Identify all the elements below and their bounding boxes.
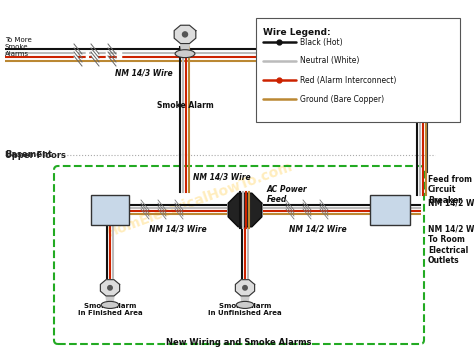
Text: Red (Alarm Interconnect): Red (Alarm Interconnect) (300, 76, 396, 84)
Bar (91, 195, 129, 225)
Text: AC Power
Feed: AC Power Feed (267, 185, 308, 204)
Text: To More
Smoke
Alarms: To More Smoke Alarms (5, 37, 32, 57)
Text: Black (Hot): Black (Hot) (300, 38, 343, 47)
Text: Feed from
Circuit
Breaker: Feed from Circuit Breaker (428, 175, 472, 205)
Text: NM 14/3 Wire: NM 14/3 Wire (149, 225, 206, 234)
Ellipse shape (101, 301, 119, 308)
Polygon shape (100, 280, 119, 296)
Circle shape (182, 32, 188, 37)
Text: Basement: Basement (5, 150, 52, 159)
Polygon shape (106, 296, 114, 302)
Text: NM 14/2 Wire: NM 14/2 Wire (289, 225, 346, 234)
Text: Neutral (White): Neutral (White) (300, 56, 359, 66)
Ellipse shape (236, 301, 254, 308)
Polygon shape (236, 280, 255, 296)
Circle shape (243, 285, 247, 290)
Polygon shape (174, 25, 196, 44)
Text: New Wiring and Smoke Alarms: New Wiring and Smoke Alarms (166, 338, 312, 347)
Text: NM 14/2 Wire
To Room
Electrical
Outlets: NM 14/2 Wire To Room Electrical Outlets (428, 225, 474, 265)
Text: NM 14/3 Wire: NM 14/3 Wire (193, 173, 251, 182)
Circle shape (108, 285, 112, 290)
Ellipse shape (175, 50, 195, 58)
Text: NM 14/2 Wire: NM 14/2 Wire (428, 198, 474, 207)
Text: Wire Legend:: Wire Legend: (263, 28, 331, 37)
Bar (370, 195, 410, 225)
Text: Ground (Bare Copper): Ground (Bare Copper) (300, 94, 384, 104)
Polygon shape (241, 296, 249, 302)
Text: Smoke Alarm
In Finished Area: Smoke Alarm In Finished Area (78, 303, 142, 316)
FancyBboxPatch shape (256, 18, 460, 122)
Polygon shape (181, 44, 189, 51)
Polygon shape (228, 193, 262, 226)
Text: Smoke Alarm
In Unfinished Area: Smoke Alarm In Unfinished Area (208, 303, 282, 316)
Text: HomElectricalHowTo.com: HomElectricalHowTo.com (105, 160, 295, 240)
Text: Smoke Alarm: Smoke Alarm (156, 101, 213, 110)
Text: Upper Floors: Upper Floors (5, 151, 66, 160)
Text: NM 14/3 Wire: NM 14/3 Wire (115, 68, 173, 77)
